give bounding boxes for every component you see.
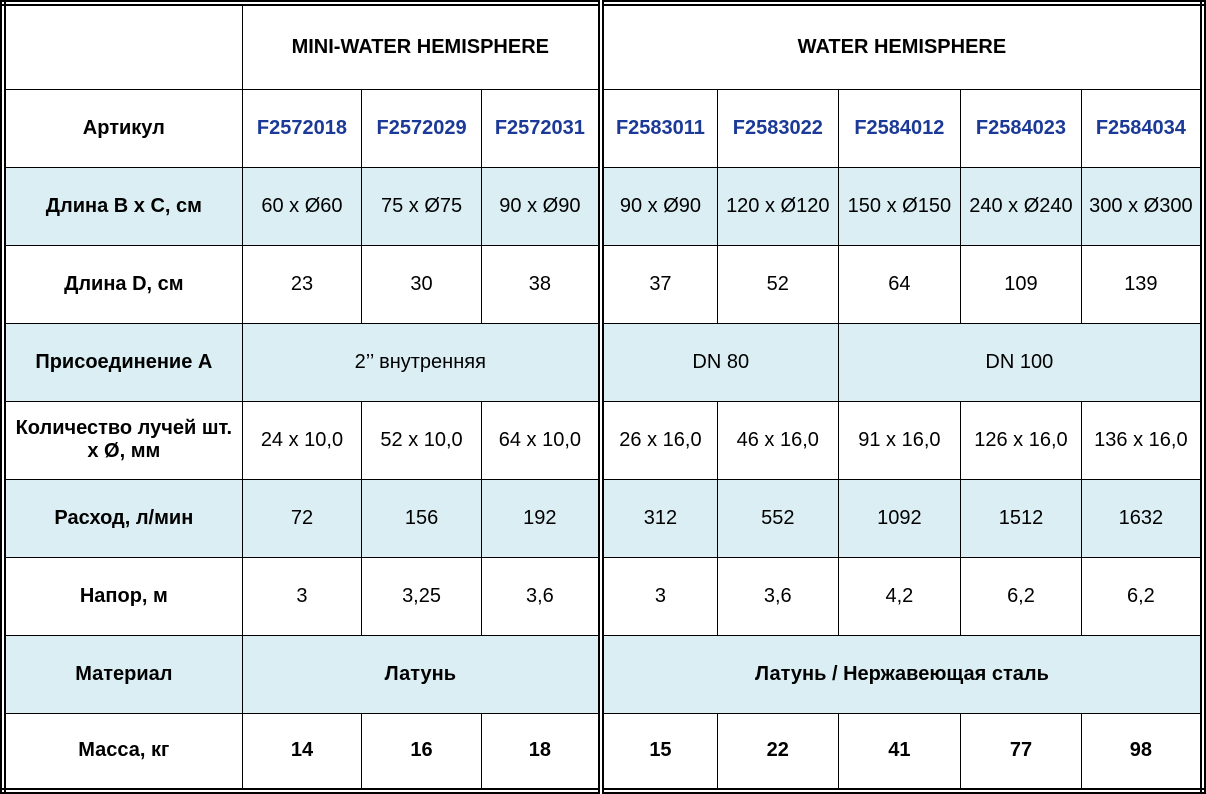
spec-cell-material-water: Латунь / Нержавеющая сталь xyxy=(597,634,1204,714)
spec-cell: 120 x Ø120 xyxy=(716,166,839,246)
spec-cell: 136 x 16,0 xyxy=(1080,400,1204,480)
article-cell: F2583011 xyxy=(597,88,718,168)
group-header-row: MINI-WATER HEMISPHERE WATER HEMISPHERE xyxy=(2,2,1204,90)
row-length-d: Длина D, см 23 30 38 37 52 64 109 139 xyxy=(2,244,1204,324)
row-label-mass: Масса, кг xyxy=(2,712,243,792)
spec-cell: 126 x 16,0 xyxy=(960,400,1082,480)
spec-cell: 52 x 10,0 xyxy=(361,400,482,480)
row-label-flow: Расход, л/мин xyxy=(2,478,243,558)
spec-cell: 52 xyxy=(716,244,839,324)
spec-cell: 30 xyxy=(361,244,482,324)
spec-cell: 72 xyxy=(241,478,363,558)
article-cell: F2584023 xyxy=(960,88,1082,168)
spec-cell: 6,2 xyxy=(960,556,1082,636)
group-header-water: WATER HEMISPHERE xyxy=(597,2,1204,90)
row-rays: Количество лучей шт. х Ø, мм 24 x 10,0 5… xyxy=(2,400,1204,480)
spec-cell: 41 xyxy=(837,712,962,792)
row-label-connection: Присоединение А xyxy=(2,322,243,402)
spec-cell: 139 xyxy=(1080,244,1204,324)
spec-cell: 23 xyxy=(241,244,363,324)
corner-cell xyxy=(2,2,243,90)
spec-cell: 77 xyxy=(960,712,1082,792)
spec-cell: 90 x Ø90 xyxy=(597,166,718,246)
row-label-rays: Количество лучей шт. х Ø, мм xyxy=(2,400,243,480)
spec-cell: 150 x Ø150 xyxy=(837,166,962,246)
group-header-mini-water: MINI-WATER HEMISPHERE xyxy=(241,2,602,90)
article-cell: F2584034 xyxy=(1080,88,1204,168)
spec-cell: 3 xyxy=(597,556,718,636)
row-label-length-bc: Длина B x C, см xyxy=(2,166,243,246)
spec-cell: 90 x Ø90 xyxy=(480,166,602,246)
row-connection: Присоединение А 2’’ внутренняя DN 80 DN … xyxy=(2,322,1204,402)
spec-cell: 156 xyxy=(361,478,482,558)
spec-cell: 1092 xyxy=(837,478,962,558)
spec-cell: 64 xyxy=(837,244,962,324)
spec-cell-material-mini: Латунь xyxy=(241,634,602,714)
spec-cell: 6,2 xyxy=(1080,556,1204,636)
spec-cell: 15 xyxy=(597,712,718,792)
spec-cell: 3,6 xyxy=(480,556,602,636)
spec-cell: 14 xyxy=(241,712,363,792)
spec-cell: 38 xyxy=(480,244,602,324)
spec-cell: 91 x 16,0 xyxy=(837,400,962,480)
spec-cell-connection-mini: 2’’ внутренняя xyxy=(241,322,602,402)
spec-cell: 60 x Ø60 xyxy=(241,166,363,246)
spec-cell: 98 xyxy=(1080,712,1204,792)
spec-cell: 3,25 xyxy=(361,556,482,636)
spec-cell: 300 x Ø300 xyxy=(1080,166,1204,246)
row-label-article: Артикул xyxy=(2,88,243,168)
row-material: Материал Латунь Латунь / Нержавеющая ста… xyxy=(2,634,1204,714)
spec-cell: 312 xyxy=(597,478,718,558)
row-length-bc: Длина B x C, см 60 x Ø60 75 x Ø75 90 x Ø… xyxy=(2,166,1204,246)
spec-cell: 3,6 xyxy=(716,556,839,636)
spec-cell: 46 x 16,0 xyxy=(716,400,839,480)
article-cell: F2572031 xyxy=(480,88,602,168)
spec-cell-connection-dn100: DN 100 xyxy=(837,322,1204,402)
spec-cell: 3 xyxy=(241,556,363,636)
article-cell: F2572018 xyxy=(241,88,363,168)
row-mass: Масса, кг 14 16 18 15 22 41 77 98 xyxy=(2,712,1204,792)
row-label-head: Напор, м xyxy=(2,556,243,636)
spec-cell: 1632 xyxy=(1080,478,1204,558)
spec-cell: 26 x 16,0 xyxy=(597,400,718,480)
row-article: Артикул F2572018 F2572029 F2572031 F2583… xyxy=(2,88,1204,168)
spec-cell: 1512 xyxy=(960,478,1082,558)
spec-cell: 16 xyxy=(361,712,482,792)
article-cell: F2583022 xyxy=(716,88,839,168)
spec-cell: 22 xyxy=(716,712,839,792)
spec-cell: 4,2 xyxy=(837,556,962,636)
spec-cell-connection-dn80: DN 80 xyxy=(597,322,839,402)
spec-cell: 240 x Ø240 xyxy=(960,166,1082,246)
spec-cell: 24 x 10,0 xyxy=(241,400,363,480)
spec-cell: 75 x Ø75 xyxy=(361,166,482,246)
article-cell: F2572029 xyxy=(361,88,482,168)
article-cell: F2584012 xyxy=(837,88,962,168)
row-label-length-d: Длина D, см xyxy=(2,244,243,324)
spec-cell: 64 x 10,0 xyxy=(480,400,602,480)
spec-cell: 109 xyxy=(960,244,1082,324)
spec-cell: 37 xyxy=(597,244,718,324)
row-label-material: Материал xyxy=(2,634,243,714)
spec-cell: 18 xyxy=(480,712,602,792)
spec-cell: 552 xyxy=(716,478,839,558)
row-flow: Расход, л/мин 72 156 192 312 552 1092 15… xyxy=(2,478,1204,558)
row-head: Напор, м 3 3,25 3,6 3 3,6 4,2 6,2 6,2 xyxy=(2,556,1204,636)
spec-cell: 192 xyxy=(480,478,602,558)
